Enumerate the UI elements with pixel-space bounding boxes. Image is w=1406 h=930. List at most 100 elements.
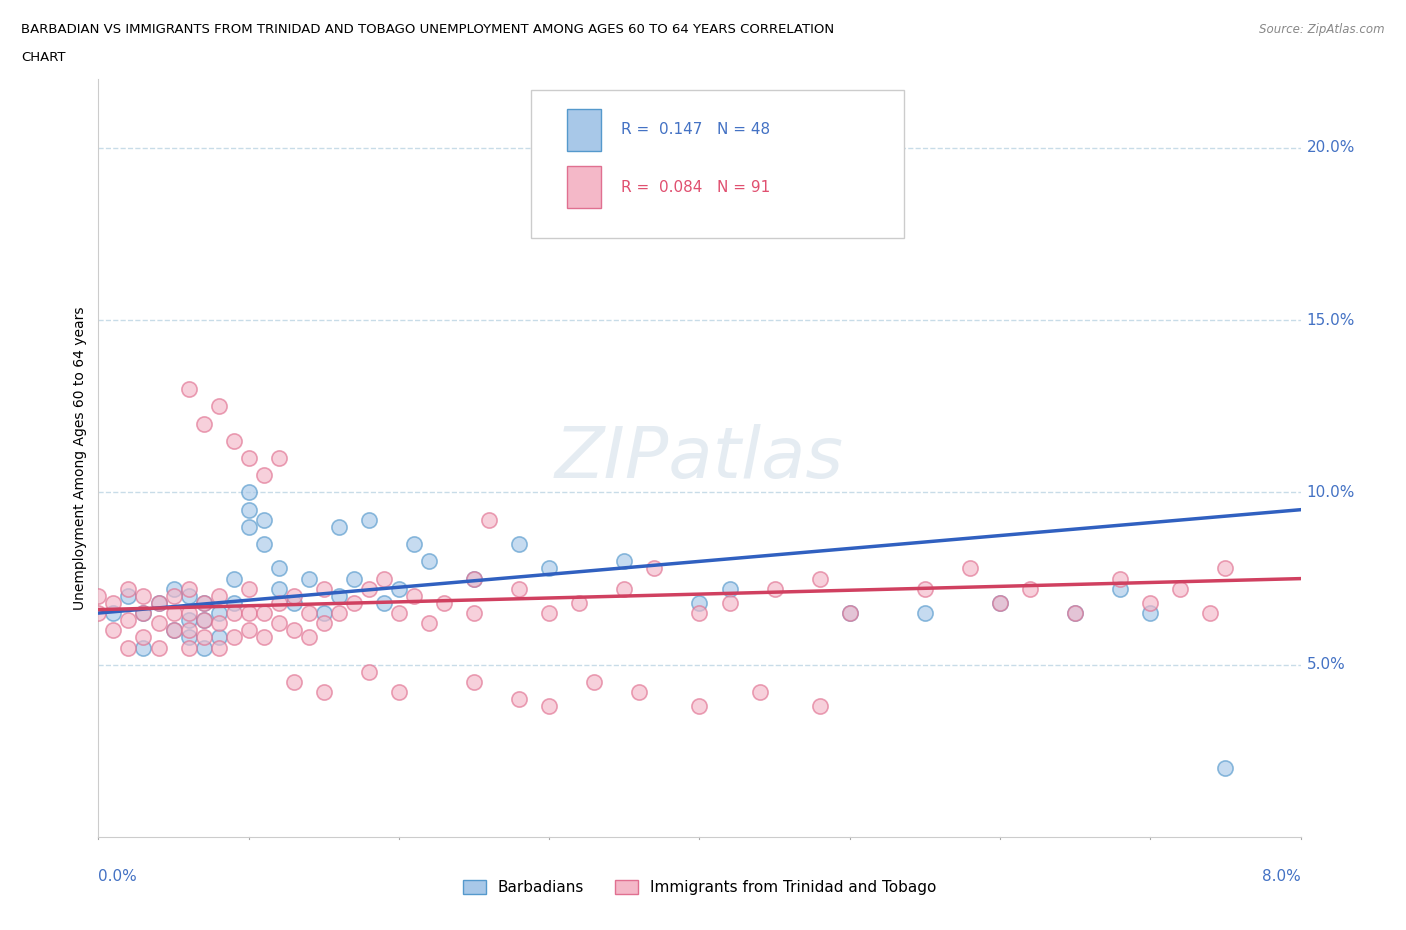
Point — [193, 595, 215, 610]
Point — [283, 595, 305, 610]
Point — [463, 571, 485, 586]
Point — [1199, 605, 1222, 620]
Point — [162, 605, 184, 620]
Point — [343, 571, 366, 586]
Point — [1109, 571, 1132, 586]
Point — [1139, 605, 1161, 620]
Point — [162, 623, 184, 638]
Point — [132, 605, 155, 620]
Point — [357, 512, 380, 527]
Point — [312, 684, 335, 699]
Point — [343, 595, 366, 610]
Point — [238, 520, 260, 535]
Point — [208, 640, 231, 655]
Point — [312, 616, 335, 631]
Point — [193, 613, 215, 628]
Point — [838, 605, 860, 620]
Point — [87, 605, 110, 620]
Point — [959, 561, 981, 576]
Point — [312, 581, 335, 596]
Point — [267, 616, 290, 631]
Point — [267, 451, 290, 466]
Point — [718, 581, 741, 596]
Text: 20.0%: 20.0% — [1306, 140, 1355, 155]
Point — [643, 561, 665, 576]
Point — [193, 595, 215, 610]
Point — [508, 581, 530, 596]
Point — [433, 595, 456, 610]
Point — [193, 613, 215, 628]
Point — [568, 595, 591, 610]
Point — [253, 630, 276, 644]
Point — [238, 623, 260, 638]
Point — [298, 571, 321, 586]
Point — [222, 630, 245, 644]
Point — [914, 581, 936, 596]
Point — [808, 698, 831, 713]
Point — [162, 589, 184, 604]
Point — [103, 623, 125, 638]
Point — [148, 595, 170, 610]
Point — [463, 605, 485, 620]
Point — [132, 605, 155, 620]
Point — [253, 537, 276, 551]
Point — [718, 595, 741, 610]
Point — [388, 684, 411, 699]
Point — [177, 581, 200, 596]
Point — [402, 537, 425, 551]
Point — [373, 571, 395, 586]
Point — [283, 674, 305, 689]
Point — [1109, 581, 1132, 596]
Point — [1019, 581, 1042, 596]
Text: 0.0%: 0.0% — [98, 869, 138, 883]
Point — [193, 416, 215, 431]
Point — [613, 581, 636, 596]
Point — [388, 605, 411, 620]
Point — [688, 698, 710, 713]
Point — [238, 502, 260, 517]
Point — [312, 605, 335, 620]
Point — [538, 561, 561, 576]
Text: 10.0%: 10.0% — [1306, 485, 1355, 500]
Point — [628, 684, 651, 699]
Point — [418, 616, 440, 631]
Point — [132, 589, 155, 604]
Point — [388, 581, 411, 596]
Point — [298, 605, 321, 620]
Point — [208, 616, 231, 631]
Point — [238, 451, 260, 466]
Point — [148, 616, 170, 631]
Point — [177, 630, 200, 644]
Point — [253, 512, 276, 527]
Text: 8.0%: 8.0% — [1261, 869, 1301, 883]
Point — [103, 595, 125, 610]
Point — [177, 640, 200, 655]
Point — [132, 630, 155, 644]
Point — [148, 640, 170, 655]
Point — [267, 561, 290, 576]
Text: 5.0%: 5.0% — [1306, 658, 1346, 672]
Point — [193, 640, 215, 655]
Point — [208, 589, 231, 604]
Point — [1064, 605, 1087, 620]
Point — [117, 640, 139, 655]
Text: R =  0.084   N = 91: R = 0.084 N = 91 — [621, 179, 770, 195]
Point — [463, 674, 485, 689]
Point — [162, 581, 184, 596]
Legend: Barbadians, Immigrants from Trinidad and Tobago: Barbadians, Immigrants from Trinidad and… — [457, 874, 942, 901]
Point — [283, 623, 305, 638]
Text: R =  0.147   N = 48: R = 0.147 N = 48 — [621, 123, 770, 138]
Text: CHART: CHART — [21, 51, 66, 64]
Point — [1215, 761, 1237, 776]
Point — [418, 554, 440, 569]
Point — [298, 630, 321, 644]
Point — [193, 630, 215, 644]
Point — [357, 664, 380, 679]
Point — [222, 433, 245, 448]
Point — [838, 605, 860, 620]
Point — [162, 623, 184, 638]
Point — [1139, 595, 1161, 610]
Point — [117, 589, 139, 604]
Point — [1168, 581, 1191, 596]
Point — [808, 571, 831, 586]
